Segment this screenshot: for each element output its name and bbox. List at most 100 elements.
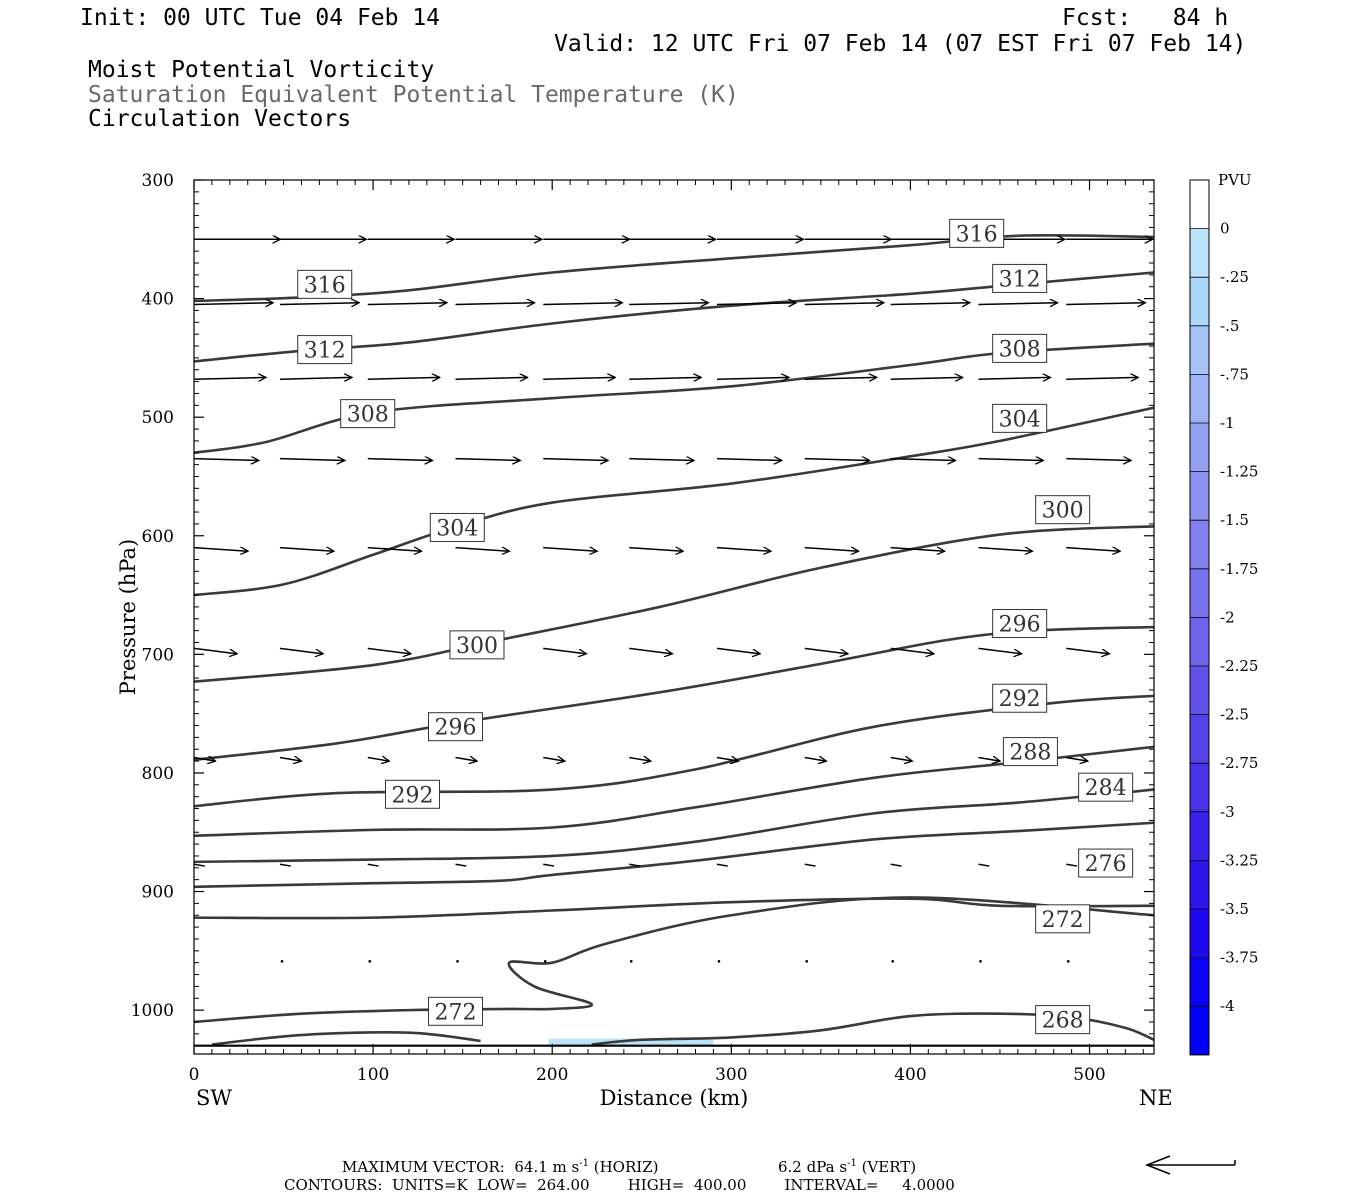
pv-shading-patch <box>548 1038 714 1046</box>
circulation-vector <box>194 303 273 305</box>
max-vector-horiz-label: (HORIZ) <box>588 1158 659 1176</box>
valid-time: Valid: 12 UTC Fri 07 Feb 14 (07 EST Fri … <box>554 31 1247 57</box>
circulation-vector <box>455 758 477 762</box>
circulation-vector <box>978 548 1032 552</box>
contour-label: 296 <box>999 613 1041 638</box>
contour-label: 272 <box>1042 908 1084 933</box>
colorbar-title: PVU <box>1218 171 1252 189</box>
pv-colorbar: 0 -.25 -.5 -.75 -1 -1.25 -1.5 -1.75 -2 -2.25 -2.5 -… <box>1189 179 1258 1056</box>
circulation-vector <box>1066 377 1138 379</box>
colorbar-swatch <box>1190 860 1209 910</box>
contour-label-box <box>385 779 441 809</box>
colorbar-swatch <box>1190 714 1209 764</box>
x-tick-label: 500 <box>1073 1065 1105 1085</box>
contour-label-box <box>427 712 483 742</box>
circulation-vector <box>279 377 352 379</box>
circulation-vector <box>543 863 555 867</box>
contour-label-box <box>1078 772 1134 802</box>
circulation-vector <box>367 863 379 867</box>
circulation-vector <box>804 548 859 552</box>
circulation-vector <box>629 758 651 762</box>
circulation-vector <box>890 303 970 305</box>
contour-label: 316 <box>304 273 346 298</box>
circulation-vector <box>717 960 721 963</box>
circulation-vector <box>890 548 945 552</box>
circulation-vector <box>716 459 782 461</box>
colorbar-label: -1 <box>1220 414 1235 432</box>
init-time: Init: 00 UTC Tue 04 Feb 14 <box>80 5 441 31</box>
circulation-vector <box>455 459 520 461</box>
circulation-vector <box>978 303 1057 305</box>
colorbar-swatch <box>1190 617 1209 667</box>
colorbar-swatch <box>1190 568 1209 618</box>
colorbar-swatch <box>1190 909 1209 959</box>
contour-label: 272 <box>434 1000 476 1025</box>
circulation-vector <box>543 548 597 552</box>
reference-vector <box>1144 1155 1236 1175</box>
circulation-vector <box>194 377 266 379</box>
contour-label: 292 <box>999 687 1041 712</box>
circulation-vector <box>367 303 447 305</box>
contour-label-box <box>992 263 1048 293</box>
forecast-hour: Fcst: 84 h <box>1062 5 1229 31</box>
max-vector-vert-text: 6.2 dPa s-1 (VERT) <box>778 1159 916 1175</box>
field-title-pv: Moist Potential Vorticity <box>88 57 435 83</box>
colorbar-label: -2.75 <box>1220 754 1258 772</box>
theta-es-contour-276 <box>194 897 1154 920</box>
exponent-vert: -1 <box>847 1158 857 1169</box>
circulation-vector <box>279 303 359 305</box>
field-title-vectors: Circulation Vectors <box>88 106 352 132</box>
contour-label-box <box>429 512 485 542</box>
circulation-vector <box>629 377 701 379</box>
circulation-vector <box>280 960 284 963</box>
circulation-vector <box>716 303 796 305</box>
x-tick-label: 400 <box>894 1065 926 1085</box>
circulation-vector <box>978 647 1021 653</box>
colorbar-label: -3.5 <box>1220 900 1249 918</box>
y-tick-label: 1000 <box>131 1001 174 1021</box>
circulation-vector <box>804 863 816 867</box>
circulation-vector <box>279 647 323 653</box>
contour-label: 268 <box>1042 1009 1084 1034</box>
circulation-vector <box>368 960 372 963</box>
colorbar-label: -.75 <box>1220 365 1249 383</box>
colorbar-label: -3.75 <box>1220 949 1258 967</box>
circulation-vector <box>367 758 390 762</box>
contour-label: 304 <box>999 407 1041 432</box>
theta-es-contour-280 <box>194 821 1154 889</box>
contour-label: 312 <box>304 339 346 364</box>
circulation-vector <box>543 377 615 379</box>
colorbar-label: -2.25 <box>1220 657 1258 675</box>
colorbar-label: -2.5 <box>1220 706 1249 724</box>
circulation-vector <box>455 863 467 867</box>
max-vector-horiz-value: MAXIMUM VECTOR: 64.1 m s <box>342 1158 580 1176</box>
contour-label-box <box>949 218 1005 248</box>
contour-label: 292 <box>392 783 434 808</box>
theta-es-contour-268 <box>591 1012 1154 1046</box>
circulation-vector <box>805 960 809 963</box>
y-tick-label: 300 <box>142 171 174 191</box>
x-tick-label: 0 <box>189 1065 200 1085</box>
circulation-vector <box>890 377 963 379</box>
y-tick-label: 900 <box>142 883 174 903</box>
exponent-horiz: -1 <box>579 1158 589 1169</box>
max-vector-vert-label: (VERT) <box>856 1158 917 1176</box>
circulation-vector <box>978 377 1050 379</box>
circulation-vector <box>629 303 708 305</box>
circulation-vector <box>194 758 216 762</box>
max-vector-vert-value: 6.2 dPa s <box>778 1158 848 1176</box>
circulation-vector <box>1066 548 1120 552</box>
colorbar-label: 0 <box>1220 220 1230 238</box>
contour-label: 308 <box>347 403 389 428</box>
contour-label-box <box>1035 904 1091 934</box>
colorbar-swatch <box>1190 325 1209 375</box>
contour-label-box <box>992 403 1048 433</box>
colorbar-label: -3 <box>1220 803 1235 821</box>
circulation-vector <box>1066 647 1109 653</box>
circulation-vector <box>804 303 884 305</box>
y-tick-label: 800 <box>142 764 174 784</box>
circulation-vector <box>716 377 789 379</box>
contour-label: 300 <box>1042 499 1084 524</box>
contour-label-box <box>449 630 505 660</box>
circulation-vector <box>979 960 982 963</box>
